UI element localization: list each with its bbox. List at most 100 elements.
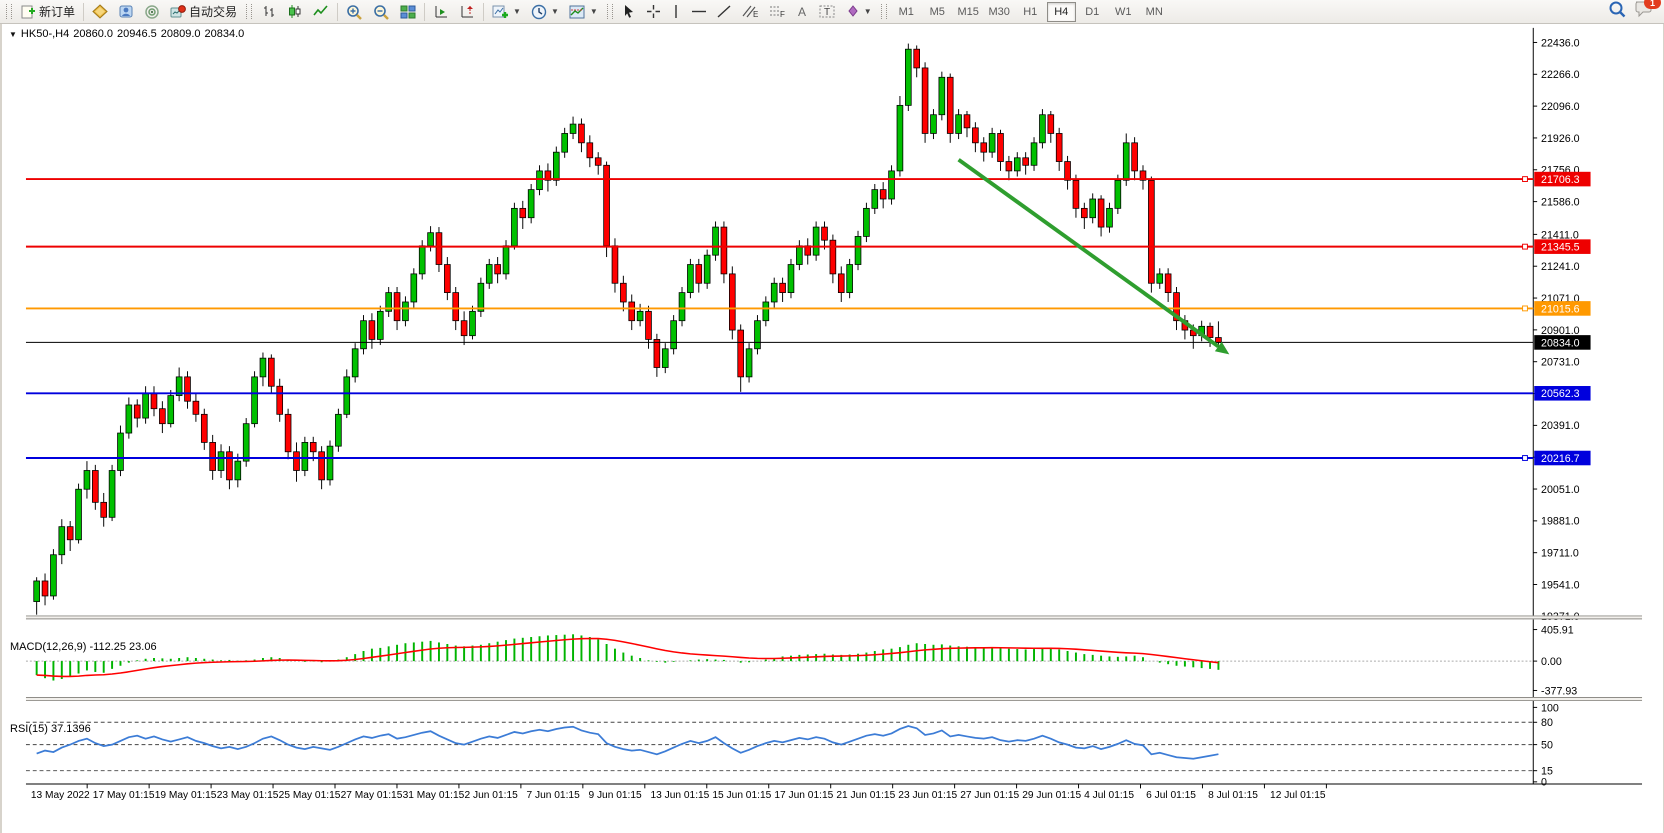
timeframe-h1-button[interactable]: H1 [1023,5,1038,18]
candle [611,245,619,284]
pane-separator-bar [25,697,1643,701]
fibo-expansion-tool-button[interactable]: E [737,1,764,23]
market-watch-button[interactable] [87,1,113,23]
timeframe-m5-button[interactable]: M5 [929,5,945,18]
toolbar-separator [337,2,339,21]
zoom-out-button[interactable] [368,1,395,23]
tile-windows-button[interactable] [395,1,421,23]
timeframe-m15-button[interactable]: M15 [957,5,979,18]
price-tick-label: 22096.0 [1541,101,1580,113]
candle [368,320,376,340]
line-price-label-box [1534,386,1591,401]
candle [594,157,602,166]
periods-button[interactable]: ▼ [526,1,564,23]
candle [1055,133,1063,162]
timeframe-m30-button[interactable]: M30 [988,5,1010,18]
bar-chart-button[interactable] [256,1,282,23]
trend-arrow-shaft[interactable] [957,158,1220,349]
timeframe-m1-button[interactable]: M1 [898,5,914,18]
candle [536,170,543,191]
candle [66,526,74,541]
line-price-label: 21706.3 [1541,174,1580,186]
candle [879,189,887,200]
crosshair-tool-button[interactable] [641,1,666,23]
macd-indicator-label: MACD(12,26,9) -112.25 23.06 [10,641,157,653]
indicators-button[interactable]: ▼ [487,1,526,23]
candle [905,48,912,106]
search-icon[interactable] [1608,0,1626,23]
timeframe-w1-button[interactable]: W1 [1114,5,1132,18]
timeframe-h4-button[interactable]: H4 [1046,1,1076,22]
trend-arrow[interactable] [957,158,1230,355]
candle [469,310,476,337]
candle [301,442,309,471]
candle [351,348,359,378]
toolbar-grip[interactable] [6,4,12,19]
template-icon [569,4,586,20]
timeframe-mn-button[interactable]: MN [1145,5,1163,18]
line-price-label-box [1534,239,1591,254]
fibo-retracement-tool-button[interactable]: F [764,1,791,23]
new-order-icon [21,5,36,19]
candle [192,400,200,415]
candle [955,114,962,134]
toolbar-grip[interactable] [606,4,613,19]
candle [703,254,711,284]
text-tool-button[interactable]: A [791,1,814,23]
candle [1064,161,1071,181]
cursor-tool-button[interactable] [617,1,641,23]
candle [1215,337,1222,343]
candle [100,501,108,518]
time-axis-label: 27 Jun 01:15 [960,790,1019,801]
auto-trading-button[interactable]: 自动交易 [165,1,242,23]
arrows-tool-button[interactable]: ▼ [841,1,877,23]
data-window-button[interactable] [113,1,139,23]
candle [863,207,870,237]
candle [209,442,216,471]
line-handle[interactable] [1522,176,1528,182]
auto-scroll-button[interactable] [428,1,454,23]
new-order-button[interactable]: 新订单 [16,1,80,23]
text-label-tool-button[interactable]: T [814,1,841,23]
candle [687,264,694,294]
trend-arrow-head[interactable] [1214,341,1230,355]
time-axis-label: 13 Jun 01:15 [650,790,709,801]
candle [636,310,644,322]
candle [1114,179,1122,209]
chart-plot[interactable]: 22436.0 22266.0 22096.0 21926.0 21756.0 21586… [2,24,1664,833]
time-axis-label: 13 May 2022 [31,790,90,801]
vertical-line-tool-button[interactable] [666,1,686,23]
time-axis-label: 23 Jun 01:15 [898,790,957,801]
candle [972,127,979,144]
line-price-label: 20834.0 [1541,337,1580,349]
time-axis[interactable]: 13 May 2022 17 May 01:15 19 May 01:15 23 Ma… [25,783,1643,801]
candle [963,114,971,129]
timeframe-d1-button[interactable]: D1 [1085,5,1100,18]
macd-name: MACD(12,26,9) [10,641,87,653]
trendline-tool-button[interactable] [712,1,737,23]
line-chart-button[interactable] [308,1,334,23]
one-click-trading-toggle[interactable]: ▼ [9,29,17,39]
horizontal-line-icon [691,4,707,19]
horizontal-line-tool-button[interactable] [686,1,712,23]
toolbar-grip[interactable] [880,4,887,19]
macd-axis-label: 405.91 [1541,624,1574,636]
line-handle[interactable] [1522,305,1528,312]
notifications-button[interactable]: 1 [1634,0,1661,23]
templates-button[interactable]: ▼ [564,1,603,23]
line-handle[interactable] [1522,243,1528,250]
crosshair-icon [646,4,661,19]
zoom-in-button[interactable] [341,1,368,23]
candlestick-chart-button[interactable] [282,1,308,23]
line-price-label-box [1534,171,1591,187]
candle [83,470,91,490]
signals-button[interactable] [139,1,165,23]
candle [812,226,820,256]
chart-shift-button[interactable] [454,1,480,23]
pane-separator[interactable] [25,615,1643,620]
toolbar-grip[interactable] [246,4,253,19]
candle [117,432,124,471]
line-handle[interactable] [1522,455,1528,461]
pane-separator[interactable] [25,697,1643,701]
candle [58,526,66,556]
